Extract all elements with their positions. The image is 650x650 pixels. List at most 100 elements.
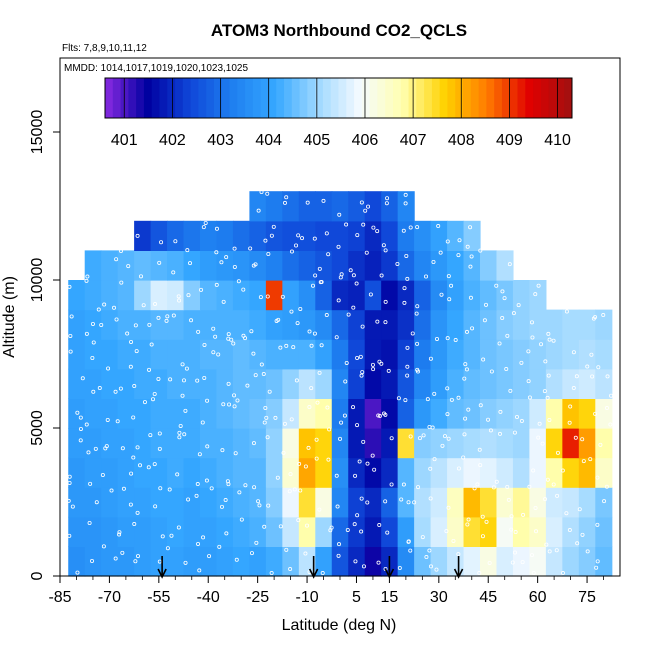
sample-point — [410, 331, 415, 336]
heatmap-cell — [496, 339, 514, 370]
sample-point — [173, 239, 178, 244]
heatmap-cell — [282, 220, 300, 251]
heatmap-cell — [447, 457, 465, 488]
sample-point — [282, 421, 287, 426]
heatmap-cell — [68, 280, 86, 311]
colorbar-swatch — [385, 78, 394, 118]
heatmap-cell — [331, 398, 349, 429]
x-tick-label: 15 — [381, 589, 399, 606]
heatmap-cell — [331, 191, 349, 222]
heatmap-cell — [200, 250, 218, 281]
sample-point — [239, 517, 244, 522]
heatmap-cell — [381, 280, 399, 311]
sample-point — [513, 550, 518, 555]
heatmap-cell — [480, 457, 498, 488]
sample-point — [181, 378, 186, 383]
heatmap-cell — [200, 487, 218, 518]
heatmap-cell — [397, 457, 415, 488]
sample-point — [425, 397, 430, 402]
heatmap-cell — [150, 487, 168, 518]
sample-point — [232, 393, 237, 398]
x-tick-label: 45 — [479, 589, 497, 606]
sample-point — [389, 482, 394, 487]
sample-point — [590, 374, 595, 379]
sample-point — [449, 283, 454, 288]
sample-point — [183, 408, 188, 413]
sample-point — [156, 315, 161, 320]
heatmap-cell — [545, 487, 563, 518]
sample-point — [531, 571, 536, 576]
heatmap-cell — [315, 398, 333, 429]
sample-point — [117, 532, 122, 537]
sample-point — [567, 420, 572, 425]
x-tick-label: 60 — [529, 589, 547, 606]
colorbar-swatch — [237, 78, 246, 118]
sample-point — [526, 349, 531, 354]
heatmap-cell — [414, 487, 432, 518]
sample-point — [440, 443, 445, 448]
heatmap-cell — [381, 487, 399, 518]
heatmap-cell — [200, 339, 218, 370]
heatmap-cell — [397, 339, 415, 370]
sample-point — [560, 468, 565, 473]
heatmap-cell — [101, 516, 119, 547]
heatmap-cell — [331, 457, 349, 488]
heatmap-cell — [381, 220, 399, 251]
sample-point — [309, 386, 314, 391]
heatmap-cell — [331, 368, 349, 399]
sample-point — [67, 474, 72, 479]
sample-point — [138, 463, 143, 468]
sample-point — [67, 480, 72, 485]
heatmap-cell — [595, 546, 613, 577]
sample-point — [298, 306, 303, 311]
heatmap-cell — [562, 546, 580, 577]
sample-point — [90, 321, 95, 326]
sample-point — [355, 423, 360, 428]
heatmap-cell — [447, 516, 465, 547]
sample-point — [438, 250, 443, 255]
heatmap-cell — [134, 339, 152, 370]
sample-point — [504, 367, 509, 372]
sample-point — [288, 567, 293, 572]
sample-point — [526, 379, 531, 384]
sample-point — [368, 292, 373, 297]
heatmap-cell — [331, 220, 349, 251]
heatmap-cell — [200, 516, 218, 547]
sample-point — [446, 274, 451, 279]
heatmap-cell — [68, 428, 86, 459]
colorbar-swatch — [494, 78, 503, 118]
sample-point — [527, 484, 532, 489]
colorbar-swatch — [221, 78, 231, 118]
heatmap-cell — [298, 309, 316, 340]
colorbar-swatch — [206, 78, 215, 118]
heatmap-cell — [200, 457, 218, 488]
heatmap-cell — [249, 428, 267, 459]
sample-point — [519, 360, 524, 365]
heatmap-cell — [364, 457, 382, 488]
heatmap-cell — [595, 457, 613, 488]
sample-point — [84, 278, 89, 283]
colorbar-swatch — [486, 78, 495, 118]
heatmap-cell — [578, 368, 596, 399]
sample-point — [257, 503, 262, 508]
sample-point — [114, 317, 119, 322]
heatmap-cell — [562, 309, 580, 340]
sample-point — [402, 286, 407, 291]
sample-point — [186, 497, 191, 502]
sample-point — [463, 416, 468, 421]
heatmap-cell — [200, 546, 218, 577]
heatmap-cell — [150, 220, 168, 251]
heatmap-cell — [298, 280, 316, 311]
sample-point — [113, 389, 118, 394]
sample-point — [462, 376, 467, 381]
heatmap-cell — [117, 428, 135, 459]
sample-point — [421, 433, 426, 438]
heatmap-cell — [134, 487, 152, 518]
colorbar-swatch — [338, 78, 347, 118]
sample-point — [383, 299, 388, 304]
x-axis-label: Latitude (deg N) — [282, 617, 397, 634]
colorbar-tick-label: 410 — [544, 132, 571, 149]
colorbar-swatch — [447, 78, 456, 118]
sample-point — [466, 407, 471, 412]
heatmap-cell — [578, 428, 596, 459]
